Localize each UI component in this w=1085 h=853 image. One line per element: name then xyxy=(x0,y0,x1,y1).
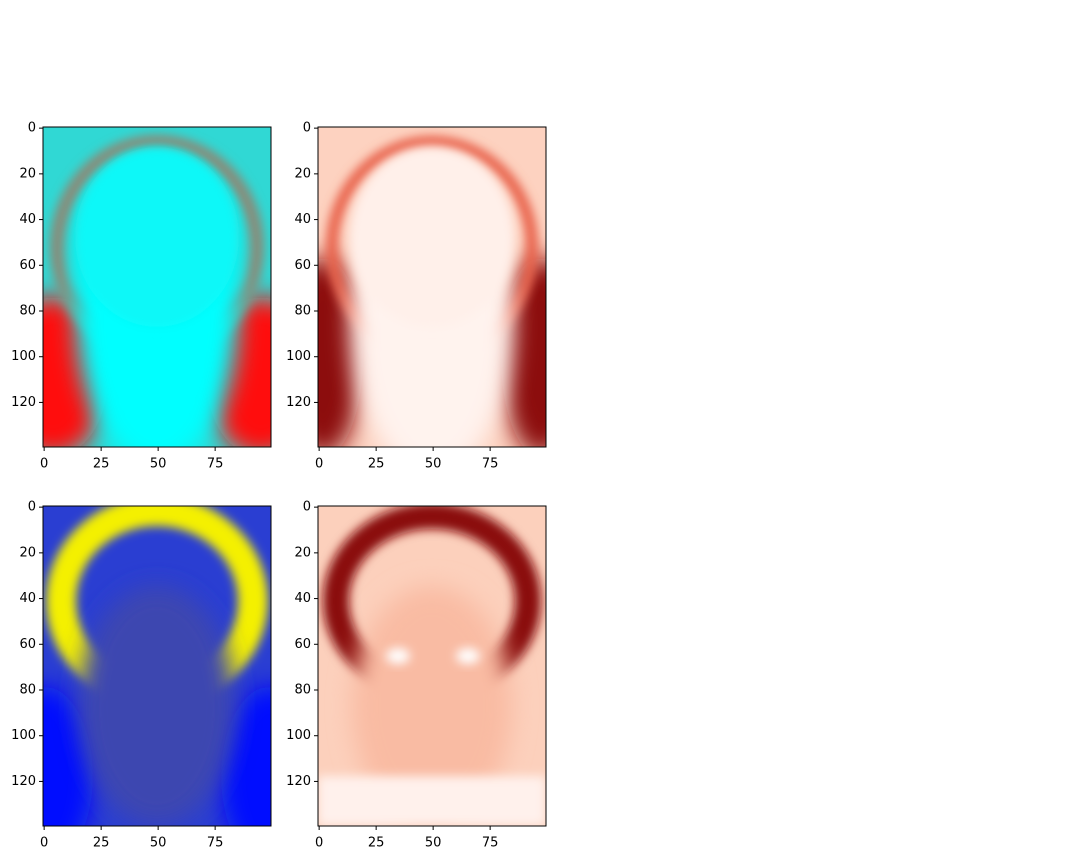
y-tick-label: 0 xyxy=(28,500,36,515)
image-region xyxy=(350,147,514,327)
x-tick-label: 75 xyxy=(482,836,499,851)
y-tick-label: 40 xyxy=(294,591,311,606)
x-tick-label: 25 xyxy=(93,836,110,851)
image-panel xyxy=(43,127,271,447)
image-region xyxy=(501,257,546,447)
x-tick-label: 25 xyxy=(368,836,385,851)
y-tick-label: 40 xyxy=(294,212,311,227)
y-tick-label: 20 xyxy=(294,166,311,181)
y-tick-label: 0 xyxy=(28,121,36,136)
axes-frame xyxy=(317,505,547,827)
axes-frame xyxy=(317,126,547,448)
x-tick-label: 25 xyxy=(368,457,385,472)
image-region xyxy=(352,586,512,826)
y-tick-label: 60 xyxy=(294,258,311,273)
axes-frame xyxy=(42,126,272,448)
y-tick-label: 0 xyxy=(303,121,311,136)
y-tick-label: 120 xyxy=(11,395,36,410)
y-tick-label: 20 xyxy=(19,545,36,560)
y-tick-label: 100 xyxy=(286,728,311,743)
image-region xyxy=(386,648,410,664)
y-tick-label: 60 xyxy=(19,258,36,273)
y-tick-label: 40 xyxy=(19,212,36,227)
image-panel xyxy=(318,506,546,826)
y-tick-label: 120 xyxy=(11,774,36,789)
y-tick-label: 20 xyxy=(19,166,36,181)
image-region xyxy=(79,586,235,826)
image-region xyxy=(456,648,480,664)
y-tick-label: 80 xyxy=(294,683,311,698)
y-tick-label: 120 xyxy=(286,395,311,410)
x-tick-label: 0 xyxy=(315,836,323,851)
image-region xyxy=(318,776,546,826)
y-tick-label: 20 xyxy=(294,545,311,560)
y-tick-label: 0 xyxy=(303,500,311,515)
image-region xyxy=(75,147,239,327)
image-panel xyxy=(318,127,546,447)
y-tick-label: 80 xyxy=(294,304,311,319)
x-tick-label: 0 xyxy=(315,457,323,472)
x-tick-label: 0 xyxy=(40,457,48,472)
x-tick-label: 75 xyxy=(207,836,224,851)
y-tick-label: 120 xyxy=(286,774,311,789)
y-tick-label: 60 xyxy=(19,637,36,652)
x-tick-label: 50 xyxy=(425,836,442,851)
image-panel xyxy=(43,506,271,826)
y-tick-label: 100 xyxy=(11,349,36,364)
y-tick-label: 80 xyxy=(19,683,36,698)
x-tick-label: 0 xyxy=(40,836,48,851)
x-tick-label: 50 xyxy=(425,457,442,472)
y-tick-label: 100 xyxy=(11,728,36,743)
y-tick-label: 100 xyxy=(286,349,311,364)
axes-frame xyxy=(42,505,272,827)
y-tick-label: 40 xyxy=(19,591,36,606)
x-tick-label: 50 xyxy=(150,836,167,851)
x-tick-label: 75 xyxy=(482,457,499,472)
y-tick-label: 60 xyxy=(294,637,311,652)
x-tick-label: 50 xyxy=(150,457,167,472)
y-tick-label: 80 xyxy=(19,304,36,319)
x-tick-label: 25 xyxy=(93,457,110,472)
x-tick-label: 75 xyxy=(207,457,224,472)
